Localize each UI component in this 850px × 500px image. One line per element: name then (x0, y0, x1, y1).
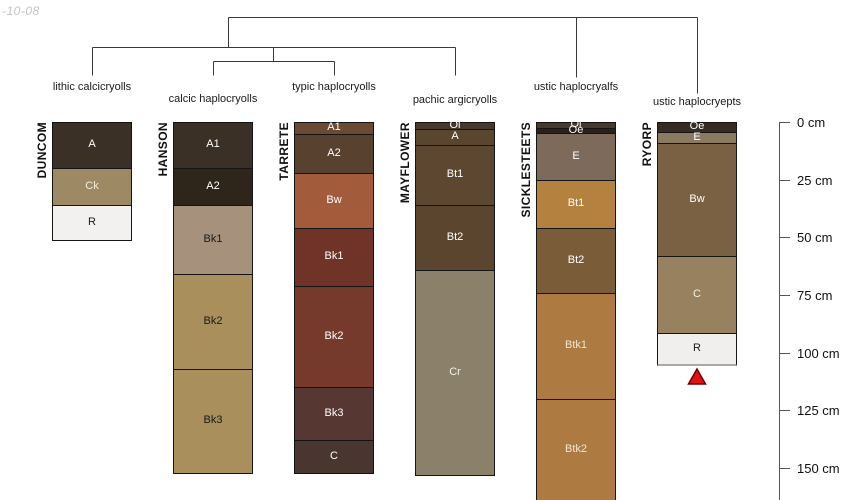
group-label-ustic-haplocryalfs: ustic haplocryalfs (533, 81, 619, 93)
depth-axis-label-100: 100 cm (797, 346, 840, 361)
horizon-sicklesteets-bt1 (536, 180, 616, 229)
horizon-tarrete-bw (294, 173, 374, 229)
horizon-ryorp-bw (657, 143, 737, 257)
horizon-sicklesteets-btk2 (536, 399, 616, 500)
profile-name-mayflower: MAYFLOWER (398, 122, 412, 204)
horizon-mayflower-bt1 (415, 145, 495, 206)
horizon-mayflower-a (415, 129, 495, 146)
horizon-hanson-a1 (173, 122, 253, 169)
depth-axis-label-0: 0 cm (797, 115, 826, 130)
horizon-hanson-bk1 (173, 205, 253, 275)
horizon-tarrete-bk3 (294, 387, 374, 441)
horizon-tarrete-bk1 (294, 228, 374, 287)
profile-name-duncom: DUNCOM (35, 122, 49, 179)
depth-axis-tick-125 (779, 410, 790, 411)
horizon-sicklesteets-e (536, 133, 616, 181)
profile-name-ryorp: RYORP (640, 122, 654, 167)
horizon-duncom-ck (52, 168, 132, 206)
depth-axis-tick-75 (779, 295, 790, 296)
horizon-mayflower-bt2 (415, 205, 495, 271)
horizon-duncom-a (52, 122, 132, 169)
depth-axis-label-50: 50 cm (797, 230, 833, 245)
depth-axis-tick-0 (779, 122, 790, 123)
date-watermark: -10-08 (2, 4, 40, 18)
group-label-lithic-calcicryolls: lithic calcicryolls (52, 81, 132, 93)
depth-axis-tick-50 (779, 237, 790, 238)
depth-axis-label-150: 150 cm (797, 461, 840, 476)
horizon-ryorp-r (657, 333, 737, 366)
horizon-mayflower-cr (415, 270, 495, 476)
depth-axis-tick-150 (779, 468, 790, 469)
horizon-hanson-bk3 (173, 369, 253, 474)
depth-axis-label-125: 125 cm (797, 403, 840, 418)
profile-name-hanson: HANSON (156, 122, 170, 177)
horizon-hanson-bk2 (173, 274, 253, 370)
horizon-ryorp-c (657, 256, 737, 334)
group-label-pachic-argicryolls: pachic argicryolls (412, 94, 498, 106)
horizon-hanson-a2 (173, 168, 253, 206)
profile-name-sicklesteets: SICKLESTEETS (519, 122, 533, 218)
horizon-sicklesteets-bt2 (536, 228, 616, 294)
horizon-tarrete-bk2 (294, 286, 374, 388)
group-label-typic-haplocryolls: typic haplocryolls (292, 81, 376, 93)
horizon-sicklesteets-btk1 (536, 293, 616, 400)
horizon-duncom-r (52, 205, 132, 241)
depth-axis-label-25: 25 cm (797, 173, 833, 188)
depth-axis-line (779, 122, 780, 500)
red-triangle-marker (687, 367, 707, 385)
depth-axis-tick-25 (779, 180, 790, 181)
profile-name-tarrete: TARRETE (277, 122, 291, 181)
horizon-tarrete-a2 (294, 134, 374, 174)
depth-axis-label-75: 75 cm (797, 288, 833, 303)
group-label-ustic-haplocryepts: ustic haplocryepts (652, 96, 742, 108)
group-label-calcic-haplocryolls: calcic haplocryolls (168, 93, 258, 105)
depth-axis-tick-100 (779, 353, 790, 354)
horizon-tarrete-c (294, 440, 374, 474)
